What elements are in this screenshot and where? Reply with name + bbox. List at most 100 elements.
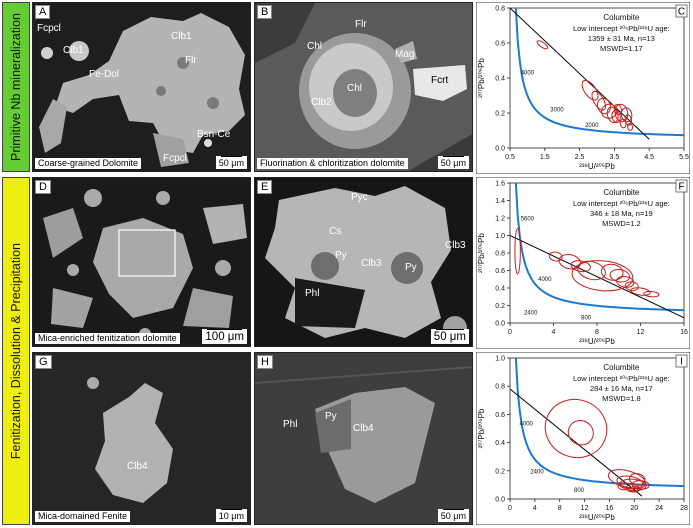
concordia-age-label: 3000: [550, 107, 564, 113]
x-axis-label: ²³⁸U/²⁰⁶Pb: [579, 513, 615, 522]
y-tick-label: 0.4: [495, 76, 505, 83]
mineral-label: Clb2: [311, 97, 332, 108]
y-tick-label: 0.0: [495, 321, 505, 328]
bse-image-e: [265, 186, 467, 340]
concordia-age-label: 2000: [585, 123, 599, 129]
mineral-label: Clb1: [171, 31, 192, 42]
y-tick-label: 0.0: [495, 146, 505, 153]
mineral-label: Clb4: [127, 461, 148, 472]
x-axis-label: ²³⁸U/²⁰⁶Pb: [579, 162, 615, 171]
error-ellipse: [616, 275, 635, 288]
x-axis-label: ²³⁸U/²⁰⁶Pb: [579, 337, 615, 346]
panel-caption: Mica-domained Fenite: [35, 511, 131, 522]
panel-letter: A: [35, 5, 51, 19]
bse-image-a: [39, 13, 245, 167]
error-ellipse: [544, 398, 608, 459]
error-ellipse: [627, 123, 634, 131]
mineral-label: Py: [405, 262, 417, 273]
chart-annotation: MSWD=1.8: [602, 394, 641, 403]
mineral-label: Pyc: [351, 192, 368, 203]
x-tick-label: 1.5: [540, 154, 550, 161]
y-tick-label: 0.4: [495, 286, 505, 293]
panel-caption: Fluorination & chloritization dolomite: [257, 158, 408, 169]
regression-line: [510, 388, 643, 497]
scale-bar: 10 μm: [215, 509, 247, 522]
mineral-label: Chl: [347, 83, 363, 94]
concordia-age-label: 4000: [520, 422, 534, 428]
y-tick-label: 0.2: [495, 468, 505, 475]
section-title: Primitive Nb mineralization: [9, 13, 23, 161]
x-tick-label: 8: [595, 329, 599, 336]
mineral-label: Phl: [305, 288, 320, 299]
x-tick-label: 24: [655, 505, 663, 512]
y-axis-label: ²⁰⁷Pb/²⁰⁶Pb: [477, 233, 486, 273]
y-tick-label: 0.6: [495, 41, 505, 48]
plot-contents: 5600 4000 2400 800: [510, 183, 684, 322]
x-tick-label: 5.5: [679, 154, 689, 161]
error-ellipse: [581, 79, 599, 101]
panel-e: E Pyc Cs Py Clb3 Py Clb3 Phl 50 μm: [254, 177, 473, 347]
scale-bar: 100 μm: [202, 329, 247, 344]
mineral-label: Flr: [355, 19, 367, 30]
x-tick-label: 4.5: [644, 154, 654, 161]
plot-contents: 4000 2400 800: [510, 358, 684, 497]
chart-frame: [476, 352, 690, 525]
chart-c: 0.5 1.5 2.5 3.5 4.5 5.5 0.0 0.2 0.4 0.6 0.8 ²³⁸U/²⁰…: [476, 2, 690, 174]
x-tick-label: 3.5: [610, 154, 620, 161]
regression-line: [510, 235, 684, 319]
panel-h: H Phl Py Clb4 50 μm: [254, 352, 473, 525]
panel-letter-box: [675, 179, 688, 193]
y-tick-label: 0.8: [495, 384, 505, 391]
concordia-age-label: 2400: [524, 310, 538, 316]
panel-letter: D: [35, 180, 51, 194]
scale-bar: 50 μm: [437, 156, 469, 169]
chart-annotation: Low intercept ²⁰⁶Pb/²³⁸U age:: [573, 374, 670, 383]
x-tick-label: 16: [606, 505, 614, 512]
y-tick-label: 1.2: [495, 216, 505, 223]
mineral-label: Clb4: [353, 423, 374, 434]
bse-image-d: [43, 189, 247, 340]
x-tick-label: 28: [680, 505, 688, 512]
bse-image-b: [255, 3, 472, 171]
y-tick-label: 1.6: [495, 181, 505, 188]
error-ellipse: [619, 118, 627, 129]
y-tick-label: 0.6: [495, 268, 505, 275]
error-ellipse: [570, 260, 591, 273]
bse-image-g: [87, 377, 173, 503]
error-ellipse: [577, 260, 606, 281]
y-tick-label: 0.4: [495, 440, 505, 447]
panel-letter: I: [680, 357, 683, 368]
mineral-label: Py: [335, 250, 347, 261]
panel-letter: G: [35, 355, 52, 369]
concordia-curve: [514, 8, 684, 137]
mineral-label: Clb1: [63, 45, 84, 56]
chart-title: Columbite: [603, 363, 640, 372]
error-ellipse: [567, 420, 594, 446]
error-ellipse: [617, 482, 631, 491]
error-ellipse: [614, 103, 629, 123]
section-banner-fenitization: Fenitization, Dissolution & Precipitatio…: [2, 177, 30, 525]
plot-contents: 4000 3000 2000: [510, 8, 684, 140]
x-tick-label: 2.5: [575, 154, 585, 161]
panel-letter: F: [678, 182, 684, 193]
panel-letter: C: [678, 7, 685, 18]
section-banner-primitive: Primitive Nb mineralization: [2, 2, 30, 172]
x-tick-label: 20: [630, 505, 638, 512]
chart-title: Columbite: [603, 188, 640, 197]
chart-annotation: 1359 ± 31 Ma, n=13: [588, 34, 655, 43]
error-ellipse: [630, 287, 651, 296]
mineral-label: Fcpcl: [37, 23, 61, 34]
chart-i: 0 4 8 12 16 20 24 28 0.0 0.2 0.4 0.6 0.8 1.0 ²³⁸U/²⁰⁶P…: [476, 352, 690, 525]
chart-annotation: 284 ± 16 Ma, n=17: [590, 384, 653, 393]
y-axis-label: ²⁰⁷Pb/²⁰⁶Pb: [477, 58, 486, 98]
panel-letter: E: [257, 180, 273, 194]
chart-annotation: MSWD=1.17: [600, 44, 643, 53]
chart-f: 0 4 8 12 16 0.0 0.2 0.4 0.6 0.8 1.0 1.2 1.4 1.6 ²³⁸U/²…: [476, 177, 690, 349]
concordia-curve: [514, 183, 684, 312]
plot-area: [509, 357, 685, 500]
mineral-label: Clb3: [361, 258, 382, 269]
error-ellipse: [514, 228, 521, 275]
mineral-label: Flr: [185, 55, 197, 66]
mineral-label: Py: [325, 411, 337, 422]
regression-line: [510, 8, 650, 140]
